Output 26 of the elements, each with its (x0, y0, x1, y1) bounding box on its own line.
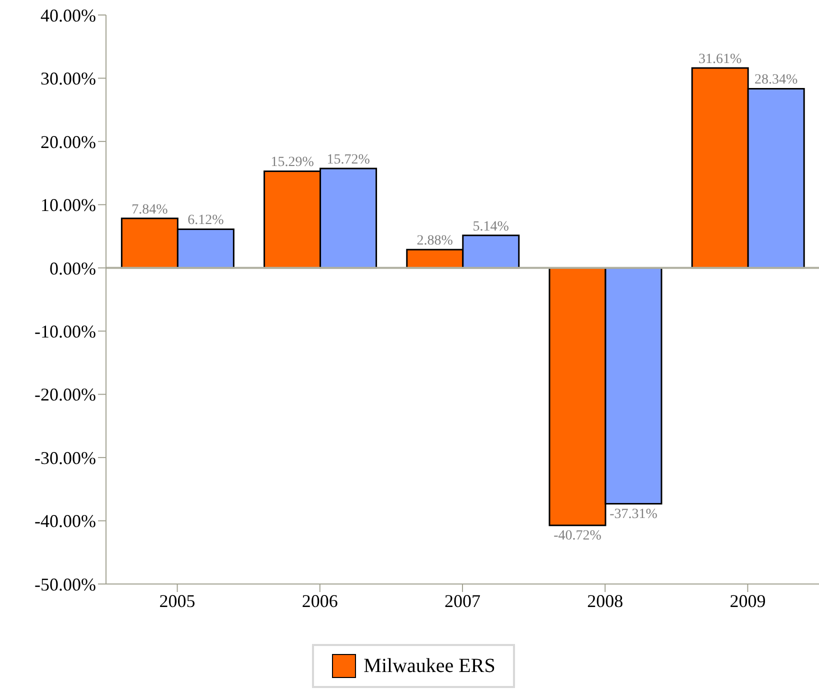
data-label: 28.34% (754, 72, 798, 88)
data-label: 15.29% (270, 155, 314, 170)
x-tick-label: 2007 (444, 590, 480, 611)
y-tick-label: -20.00% (34, 384, 96, 405)
y-tick-label: 10.00% (40, 195, 96, 216)
data-label: 31.61% (698, 52, 742, 68)
data-label: 2.88% (416, 234, 454, 249)
y-tick-label: 30.00% (40, 68, 96, 89)
x-tick-label: 2005 (159, 590, 196, 611)
data-label: 15.72% (326, 152, 370, 168)
x-tick-label: 2008 (587, 590, 624, 611)
y-tick-label: 40.00% (40, 5, 96, 26)
y-tick-label: -40.00% (34, 511, 96, 532)
data-label: 7.84% (132, 202, 168, 218)
x-tick-label: 2009 (730, 590, 766, 611)
data-label: 5.14% (472, 219, 510, 234)
y-tick-label: 20.00% (40, 132, 96, 152)
y-tick-label: 0.00% (50, 258, 96, 278)
legend-label: Milwaukee ERS (364, 654, 496, 678)
data-label: -37.31% (610, 506, 658, 522)
x-tick-label: 2006 (302, 590, 338, 611)
y-tick-label: -10.00% (34, 322, 96, 342)
data-label: -40.72% (554, 528, 602, 544)
y-tick-label: -50.00% (34, 574, 96, 594)
data-label: 6.12% (188, 213, 224, 228)
y-tick-label: -30.00% (34, 448, 96, 468)
